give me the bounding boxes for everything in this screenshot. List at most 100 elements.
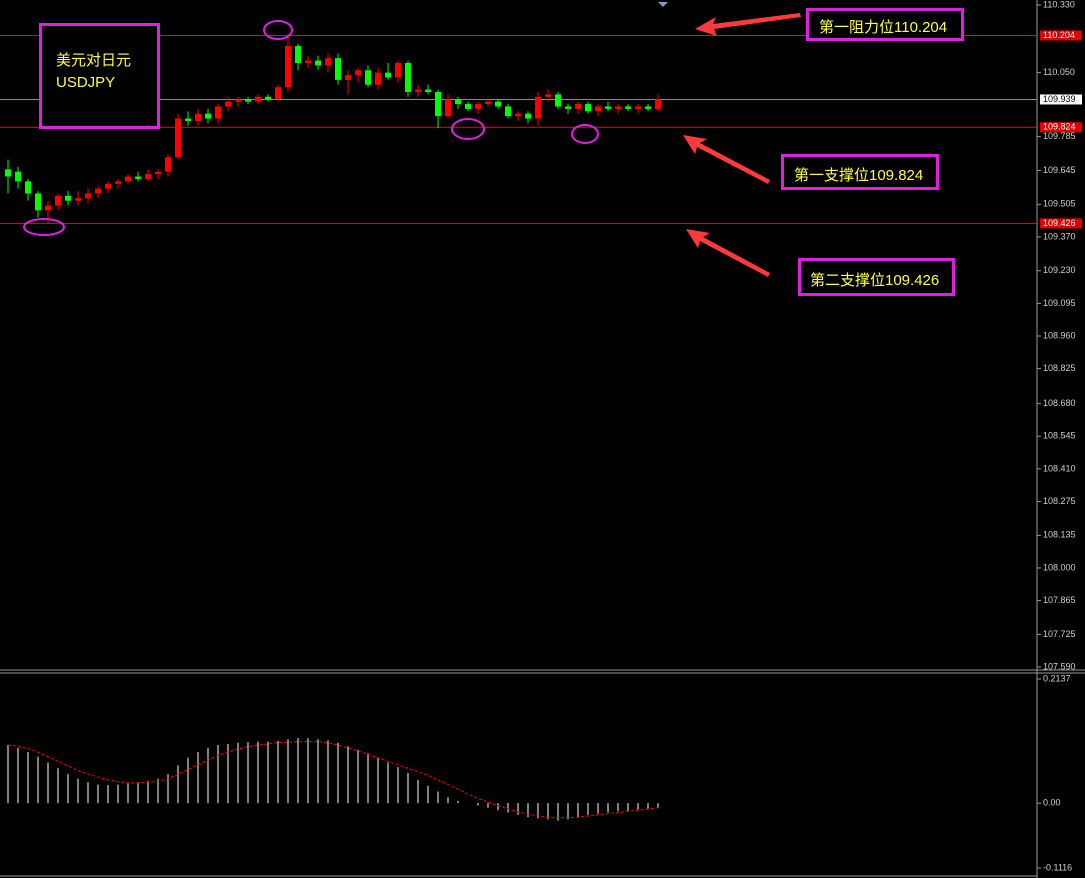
candle-body [375, 72, 381, 85]
y-tick-label: 110.050 [1043, 67, 1075, 77]
candle-body [505, 106, 511, 117]
candle-body [45, 205, 51, 211]
y-tick-label: 109.645 [1043, 165, 1076, 175]
candle-body [265, 96, 271, 100]
candle-body [655, 99, 661, 109]
candle-body [415, 89, 421, 92]
candle-body [435, 91, 441, 117]
shift-marker [658, 2, 668, 7]
candle-body [185, 118, 191, 121]
pair-cn: 美元对日元 [56, 52, 132, 69]
y-tick-label: 109.095 [1043, 298, 1076, 308]
candle-body [75, 198, 81, 201]
candle-body [115, 181, 121, 184]
candle-body [355, 70, 361, 76]
candle-body [545, 94, 551, 97]
support-note: 第二支撑位109.426 [798, 258, 955, 296]
level-label-box [1040, 218, 1082, 229]
candle-body [455, 99, 461, 105]
candle-body [595, 106, 601, 112]
candle-body [345, 75, 351, 80]
y-tick-label: 108.825 [1043, 363, 1076, 373]
level-label: 110.204 [1043, 30, 1075, 40]
support-note: 第一支撑位109.824 [781, 154, 939, 190]
resistance-note: 第一阻力位110.204 [806, 8, 964, 41]
candle-body [275, 87, 281, 100]
highlight-ellipse [263, 20, 293, 40]
candle-body [475, 104, 481, 109]
candle-body [305, 60, 311, 63]
arrow [695, 13, 801, 36]
candle-body [135, 176, 141, 179]
y-tick-label: 108.275 [1043, 496, 1076, 506]
candle-body [35, 193, 41, 211]
y-tick-label: 108.135 [1043, 530, 1076, 540]
y-tick-label: 0.2137 [1043, 673, 1071, 683]
y-tick-label: 108.000 [1043, 562, 1076, 572]
candle-body [315, 60, 321, 66]
level-label-box [1040, 30, 1082, 41]
y-tick-label: 108.680 [1043, 398, 1076, 408]
candle-body [95, 188, 101, 194]
candle-body [65, 195, 71, 201]
arrow [683, 135, 770, 184]
highlight-ellipse [23, 218, 65, 236]
pair-box: 美元对日元 USDJPY [39, 23, 160, 129]
candle-body [525, 113, 531, 119]
y-tick-label: -0.1116 [1043, 862, 1072, 872]
arrow [686, 229, 770, 277]
candle-body [515, 113, 521, 117]
candle-body [295, 46, 301, 63]
y-tick-label: 107.725 [1043, 629, 1076, 639]
level-label: 109.426 [1043, 218, 1076, 228]
candle-body [535, 96, 541, 119]
y-tick-label: 108.410 [1043, 463, 1076, 473]
y-tick-label: 108.960 [1043, 330, 1076, 340]
candle-body [445, 99, 451, 117]
candle-body [235, 99, 241, 102]
y-tick-label: 109.785 [1043, 131, 1076, 141]
y-tick-label: 110.330 [1043, 0, 1075, 9]
candle-body [645, 106, 651, 109]
candle-body [255, 96, 261, 102]
y-tick-label: 107.865 [1043, 595, 1076, 605]
level-label: 109.824 [1043, 122, 1076, 132]
candle-body [325, 58, 331, 66]
y-tick-label: 108.545 [1043, 431, 1076, 441]
candle-body [575, 104, 581, 109]
candle-body [485, 101, 491, 105]
highlight-ellipse [571, 124, 599, 144]
candle-body [5, 169, 11, 177]
candle-body [225, 101, 231, 107]
candle-body [25, 181, 31, 194]
candle-body [85, 193, 91, 199]
candle-body [605, 106, 611, 109]
highlights [23, 20, 599, 236]
candle-body [15, 171, 21, 182]
candle-body [55, 195, 61, 206]
candle-body [205, 113, 211, 119]
level-label-box [1040, 122, 1082, 133]
y-tick-label: 0.00 [1043, 798, 1061, 808]
candle-body [495, 101, 501, 107]
candle-body [555, 94, 561, 107]
candle-body [635, 106, 641, 109]
candle-body [155, 171, 161, 175]
y-tick-label: 109.230 [1043, 265, 1076, 275]
y-tick-label: 107.590 [1043, 661, 1076, 671]
candle-body [465, 104, 471, 109]
candle-body [105, 183, 111, 189]
arrows [683, 13, 801, 277]
y-tick-label: 109.370 [1043, 231, 1076, 241]
candle-body [425, 89, 431, 92]
candle-body [215, 106, 221, 119]
candle-body [125, 176, 131, 182]
candle-body [565, 106, 571, 109]
candle-body [625, 106, 631, 109]
signal-line [7, 741, 659, 819]
candle-body [145, 174, 151, 179]
y-tick-label: 109.505 [1043, 199, 1076, 209]
candle-body [615, 106, 621, 109]
level-label: 109.939 [1043, 94, 1076, 104]
